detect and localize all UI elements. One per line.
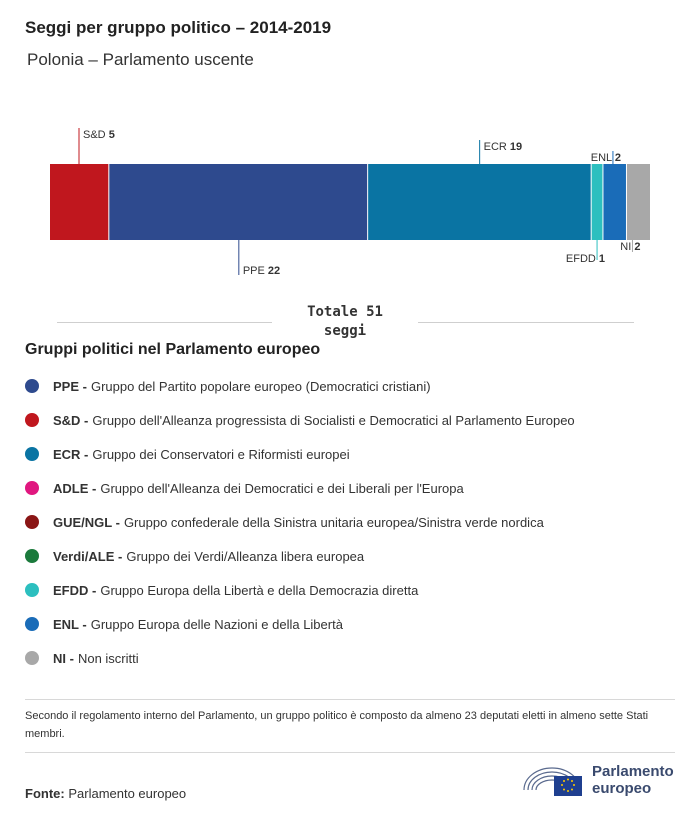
total-divider-right (418, 322, 634, 323)
legend-color-dot (25, 515, 39, 529)
seat-bar-chart: S&D 5 PPE 22 ECR 19 EFDD 1 ENL 2 NI 2 (50, 128, 650, 277)
legend-abbr: ADLE - (53, 480, 97, 496)
logo-line-1: Parlamento (592, 763, 674, 780)
legend-text: Gruppo dell'Alleanza progressista di Soc… (92, 412, 575, 428)
legend-text: Gruppo Europa della Libertà e della Demo… (100, 582, 419, 598)
total-divider-left (57, 322, 272, 323)
legend-text: Gruppo del Partito popolare europeo (Dem… (90, 378, 431, 394)
legend-text: Gruppo dei Conservatori e Riformisti eur… (92, 446, 350, 462)
legend-abbr: ENL - (53, 616, 87, 632)
legend-item: EFDD - Gruppo Europa della Libertà e dell… (25, 573, 575, 607)
legend-text: Gruppo dell'Alleanza dei Democratici e d… (100, 480, 464, 496)
legend-text: Gruppo dei Verdi/Alleanza libera europea (126, 548, 365, 564)
total-seats-label: Totale 51 seggi (270, 303, 420, 341)
legend-item: Verdi/ALE - Gruppo dei Verdi/Alleanza lib… (25, 539, 575, 573)
legend-abbr: PPE - (53, 378, 87, 394)
data-label: ECR 19 (484, 141, 523, 153)
legend-item: NI - Non iscritti (25, 641, 575, 675)
parliament-logo: Parlamento europeo (520, 760, 674, 800)
legend-abbr: NI - (53, 650, 74, 666)
legend-color-dot (25, 617, 39, 631)
footnote: Secondo il regolamento interno del Parla… (25, 710, 649, 740)
parliament-hemicycle-icon (523, 767, 582, 796)
bar-segment-sd (50, 164, 109, 240)
legend-color-dot (25, 481, 39, 495)
legend-color-dot (25, 583, 39, 597)
legend-color-dot (25, 379, 39, 393)
legend-item: GUE/NGL - Gruppo confederale della Sinist… (25, 505, 575, 539)
data-label: S&D 5 (83, 129, 115, 141)
legend-item: S&D - Gruppo dell'Alleanza progressista d… (25, 403, 575, 437)
total-line-2: seggi (323, 323, 367, 339)
legend-list: PPE - Gruppo del Partito popolare europeo… (25, 369, 575, 675)
legend-text: Gruppo confederale della Sinistra unitar… (123, 514, 544, 530)
chart-title: Seggi per gruppo politico – 2014-2019 (25, 18, 332, 37)
bar-segment-ecr (367, 164, 592, 240)
legend-text: Non iscritti (77, 650, 139, 666)
bar-segment-ppe (108, 164, 368, 240)
bar-segment-enl (602, 164, 627, 240)
note-divider-top (25, 699, 675, 700)
legend-item: ADLE - Gruppo dell'Alleanza dei Democrati… (25, 471, 575, 505)
legend-abbr: EFDD - (53, 582, 97, 598)
legend-item: PPE - Gruppo del Partito popolare europeo… (25, 369, 575, 403)
source-label: Fonte: (25, 786, 65, 801)
legend-color-dot (25, 447, 39, 461)
data-label: PPE 22 (243, 265, 280, 277)
source-line: Fonte: Parlamento europeo (25, 786, 186, 801)
legend-abbr: S&D - (53, 412, 89, 428)
legend-title: Gruppi politici nel Parlamento europeo (25, 341, 321, 358)
bar-segment-efdd (591, 164, 603, 240)
legend-item: ECR - Gruppo dei Conservatori e Riformist… (25, 437, 575, 471)
legend-abbr: GUE/NGL - (53, 514, 120, 530)
data-label: NI 2 (620, 241, 640, 253)
legend-abbr: Verdi/ALE - (53, 548, 123, 564)
data-label: EFDD 1 (566, 253, 605, 265)
logo-line-2: europeo (592, 780, 652, 797)
note-divider-bottom (25, 752, 675, 753)
legend-color-dot (25, 549, 39, 563)
legend-color-dot (25, 413, 39, 427)
total-line-1: Totale 51 (307, 304, 383, 320)
bar-segment-ni (626, 164, 650, 240)
source-text: Parlamento europeo (68, 786, 187, 801)
legend-color-dot (25, 651, 39, 665)
legend-item: ENL - Gruppo Europa delle Nazioni e della… (25, 607, 575, 641)
legend-text: Gruppo Europa delle Nazioni e della Libe… (90, 616, 343, 632)
data-label: ENL 2 (591, 152, 621, 164)
legend-abbr: ECR - (53, 446, 89, 462)
chart-subtitle: Polonia – Parlamento uscente (27, 50, 254, 69)
